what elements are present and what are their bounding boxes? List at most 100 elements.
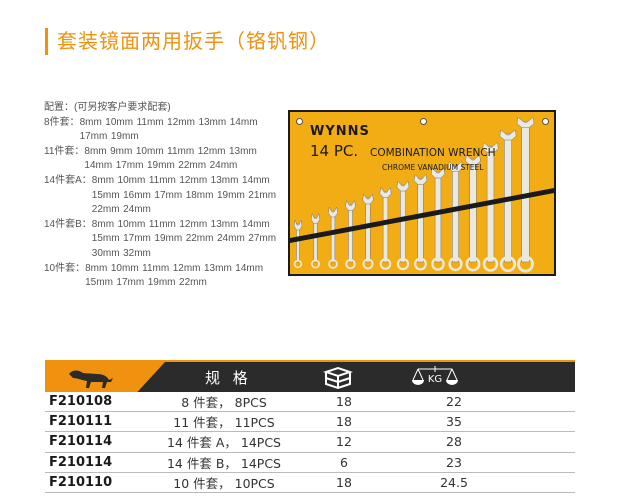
page-title: 套装镜面两用扳手（铬钒钢）	[57, 29, 330, 53]
header-spec: 规 格	[205, 369, 252, 387]
size-value: 15mm	[85, 277, 113, 289]
config-set-label: 14件套B：	[44, 218, 92, 230]
wrench-icon	[413, 173, 428, 271]
size-value: 13mm	[210, 174, 239, 186]
size-value: 17mm	[115, 160, 144, 172]
weight-unit: KG	[428, 374, 442, 385]
size-value: 12mm	[179, 174, 208, 186]
wrench-icon	[379, 186, 392, 270]
product-code: F210108	[49, 394, 113, 410]
config-set-label: 14件套A：	[44, 174, 92, 186]
spec-cell: 14 件套 B， 14PCS	[166, 455, 281, 471]
table-row: F210114 14 件套 A， 14PCS 12 28	[45, 432, 575, 453]
size-value: 17mm	[79, 131, 108, 143]
size-value: 17mm	[154, 189, 183, 201]
piece-count: 14 PC.	[310, 142, 359, 160]
quantity-cell: 6	[340, 454, 348, 470]
config-set-label: 10件套：	[44, 262, 86, 274]
size-value: 13mm	[204, 262, 232, 274]
wrench-icon	[465, 154, 481, 272]
size-value: 22mm	[179, 277, 207, 289]
size-value: 22mm	[178, 160, 207, 172]
size-value: 12mm	[197, 145, 226, 157]
table-header: 规 格 KG	[45, 360, 575, 392]
size-value: 13mm	[210, 218, 239, 230]
weight-cell: 22	[446, 394, 462, 410]
wrench-icon	[310, 212, 321, 269]
size-value: 19mm	[147, 277, 176, 289]
size-value: 17mm	[123, 233, 151, 245]
size-value: 10mm	[110, 262, 139, 274]
config-set: 11件套： 8mm 9mm 10mm 11mm 12mm 13mm 14mm 17mm 19mm 2…	[44, 145, 284, 174]
scale-kg-icon: KG	[412, 366, 458, 385]
wrench-icon	[430, 167, 446, 271]
size-value: 14mm	[241, 218, 270, 230]
weight-cell: 23	[446, 454, 462, 470]
wrench-icon	[328, 206, 338, 269]
wrench-icon	[345, 199, 356, 270]
weight-cell: 28	[446, 434, 462, 450]
product-name: COMBINATION WRENCH	[370, 147, 496, 159]
table-row: F210114 14 件套 B， 14PCS 6 23	[45, 453, 575, 473]
size-value: 11mm	[136, 116, 164, 128]
product-material: CHROME VANADIUM STEEL	[382, 163, 484, 172]
pocket-band	[290, 188, 554, 243]
quantity-cell: 18	[336, 474, 352, 490]
size-value: 9mm	[110, 145, 133, 157]
size-value: 15mm	[91, 233, 120, 245]
product-code: F210114	[49, 434, 113, 450]
size-value: 11mm	[167, 145, 195, 157]
config-set: 14件套A： 8mm 10mm 11mm 12mm 13mm 14mm 15mm 16mm 17m…	[44, 174, 284, 218]
size-value: 10mm	[105, 116, 134, 128]
size-value: 14mm	[241, 174, 270, 186]
wrench-icon	[448, 160, 463, 272]
spec-cell: 14 件套 A， 14PCS	[167, 435, 281, 451]
size-value: 8mm	[79, 116, 102, 128]
size-value: 8mm	[85, 262, 108, 274]
size-value: 22mm	[91, 204, 120, 216]
product-image-wrench-roll: WYNNS 14 PC. COMBINATION WRENCH CHROME V…	[288, 110, 556, 276]
size-value: 10mm	[117, 218, 146, 230]
weight-cell: 35	[446, 414, 462, 430]
size-value: 19mm	[154, 233, 183, 245]
size-value: 12mm	[167, 116, 195, 128]
spec-cell: 8 件套， 8PCS	[181, 395, 267, 411]
lion-logo-icon	[69, 370, 113, 388]
config-set: 14件套B： 8mm 10mm 11mm 12mm 13mm 14mm 15mm 17mm 19m…	[44, 218, 284, 262]
size-value: 8mm	[91, 174, 115, 186]
spec-cell: 10 件套， 10PCS	[173, 475, 275, 491]
size-value: 14mm	[84, 160, 113, 172]
size-value: 13mm	[198, 116, 227, 128]
size-value: 12mm	[172, 262, 201, 274]
carton-box-icon	[323, 366, 353, 390]
size-value: 14mm	[229, 116, 258, 128]
size-value: 24mm	[209, 160, 238, 172]
config-set-label: 11件套：	[44, 145, 85, 157]
size-value: 32mm	[123, 247, 151, 259]
size-value: 22mm	[185, 233, 214, 245]
config-set: 8件套： 8mm 10mm 11mm 12mm 13mm 14mm 17mm 19mm	[44, 116, 284, 145]
grommet-icon	[542, 118, 549, 125]
product-code: F210114	[49, 454, 113, 470]
size-value: 16mm	[123, 189, 151, 201]
size-value: 11mm	[142, 262, 170, 274]
size-value: 8mm	[91, 218, 115, 230]
size-value: 15mm	[91, 189, 120, 201]
grommet-icon	[420, 118, 427, 125]
quantity-cell: 12	[336, 434, 352, 450]
quantity-cell: 18	[336, 414, 352, 430]
table-row: F210111 11 件套， 11PCS 18 35	[45, 412, 575, 433]
size-value: 12mm	[179, 218, 208, 230]
config-set: 10件套： 8mm 10mm 11mm 12mm 13mm 14mm 15mm 17mm 19mm…	[44, 262, 284, 291]
size-value: 18mm	[185, 189, 214, 201]
table-row: F210108 8 件套， 8PCS 18 22	[45, 392, 575, 413]
config-list: 配置：(可另按客户要求配套) 8件套： 8mm 10mm 11mm 12mm 13mm 14…	[44, 101, 284, 291]
config-set-label: 8件套：	[44, 116, 80, 128]
size-value: 10mm	[135, 145, 164, 157]
size-value: 19mm	[216, 189, 245, 201]
size-value: 24mm	[216, 233, 245, 245]
product-code: F210110	[49, 474, 113, 490]
spec-cell: 11 件套， 11PCS	[173, 415, 275, 431]
config-heading: 配置：(可另按客户要求配套)	[44, 102, 171, 113]
size-value: 13mm	[229, 145, 257, 157]
